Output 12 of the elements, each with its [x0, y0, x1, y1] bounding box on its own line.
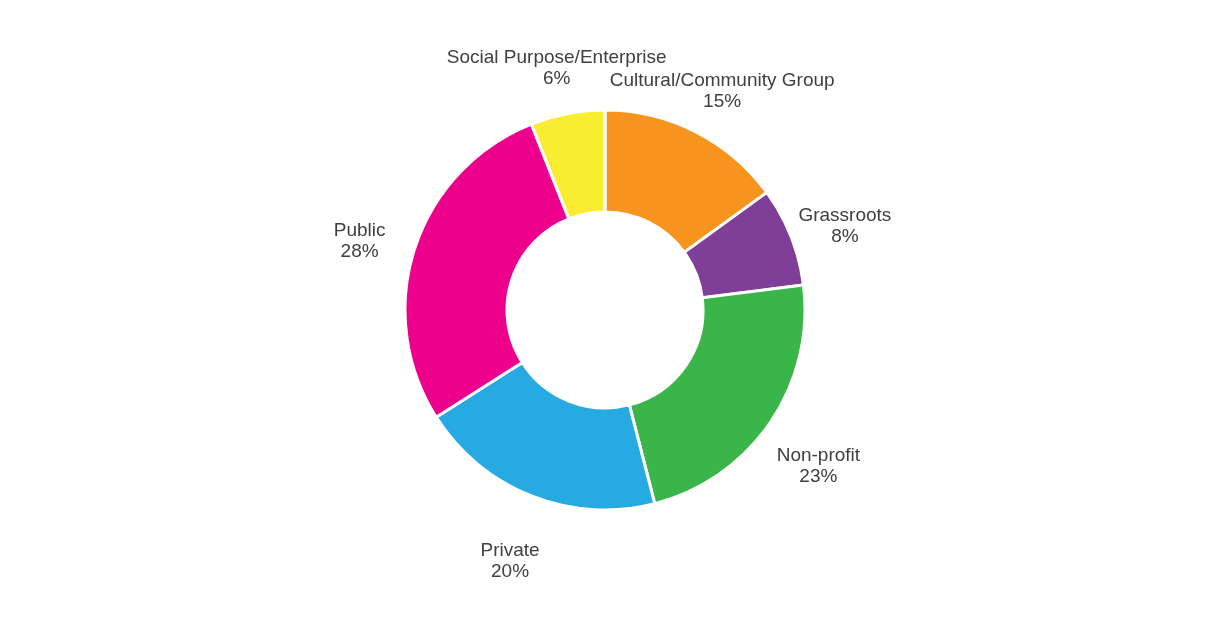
data-label: 23%: [799, 465, 838, 487]
data-label: 6%: [542, 66, 571, 88]
data-label: 15%: [703, 90, 742, 112]
slice-label: Grassroots: [798, 204, 892, 226]
slice-label: Private: [480, 538, 540, 560]
slice-label: Cultural/Community Group: [609, 69, 835, 91]
slice-label: Social Purpose/Enterprise: [446, 45, 667, 67]
data-label: 20%: [491, 559, 530, 581]
data-label: 28%: [340, 240, 379, 262]
slice-label: Non-profit: [776, 444, 861, 466]
slice-label: Public: [333, 219, 386, 241]
data-label: 8%: [831, 225, 859, 247]
